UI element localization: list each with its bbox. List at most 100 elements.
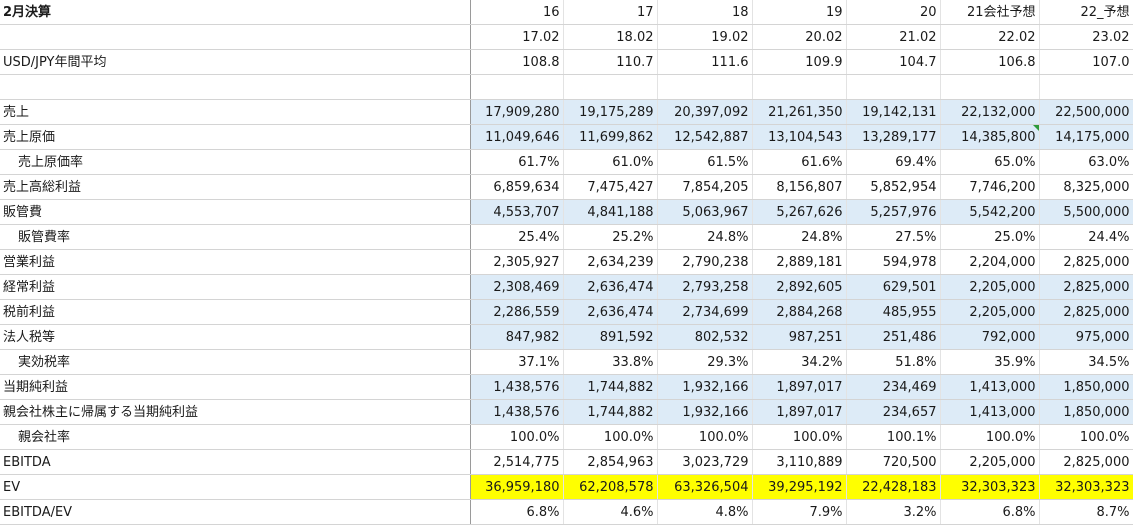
- value-cell[interactable]: 34.5%: [1039, 349, 1133, 375]
- value-cell[interactable]: 100.1%: [846, 424, 941, 450]
- value-cell[interactable]: 100.0%: [1039, 424, 1133, 450]
- sheet-title[interactable]: 2月決算: [0, 0, 471, 25]
- value-cell[interactable]: 34.2%: [752, 349, 847, 375]
- row-label[interactable]: 売上高総利益: [0, 174, 471, 200]
- value-cell[interactable]: 25.0%: [940, 224, 1040, 250]
- blank-cell[interactable]: [0, 24, 471, 50]
- row-label[interactable]: 法人税等: [0, 324, 471, 350]
- value-cell[interactable]: 1,897,017: [752, 399, 847, 425]
- value-cell[interactable]: 1,413,000: [940, 399, 1040, 425]
- value-cell[interactable]: 1,744,882: [563, 399, 658, 425]
- value-cell[interactable]: 100.0%: [563, 424, 658, 450]
- value-cell[interactable]: 234,657: [846, 399, 941, 425]
- value-cell[interactable]: 1,897,017: [752, 374, 847, 400]
- year-cell[interactable]: 21会社予想: [940, 0, 1040, 25]
- value-cell[interactable]: 25.2%: [563, 224, 658, 250]
- value-cell[interactable]: 1,932,166: [657, 399, 753, 425]
- row-label[interactable]: EBITDA/EV: [0, 499, 471, 525]
- row-label[interactable]: 売上原価: [0, 124, 471, 150]
- value-cell[interactable]: 987,251: [752, 324, 847, 350]
- value-cell[interactable]: 2,286,559: [470, 299, 564, 325]
- period-cell[interactable]: 19.02: [657, 24, 753, 50]
- value-cell[interactable]: 2,308,469: [470, 274, 564, 300]
- value-cell[interactable]: 485,955: [846, 299, 941, 325]
- value-cell[interactable]: 629,501: [846, 274, 941, 300]
- value-cell[interactable]: 61.7%: [470, 149, 564, 175]
- value-cell[interactable]: 3.2%: [846, 499, 941, 525]
- value-cell[interactable]: 111.6: [657, 49, 753, 75]
- value-cell[interactable]: 2,825,000: [1039, 249, 1133, 275]
- value-cell[interactable]: 5,063,967: [657, 199, 753, 225]
- value-cell[interactable]: 20,397,092: [657, 99, 753, 125]
- period-cell[interactable]: 23.02: [1039, 24, 1133, 50]
- value-cell[interactable]: 2,892,605: [752, 274, 847, 300]
- row-label[interactable]: 販管費: [0, 199, 471, 225]
- year-cell[interactable]: 22_予想: [1039, 0, 1133, 25]
- value-cell[interactable]: 100.0%: [470, 424, 564, 450]
- value-cell[interactable]: 5,500,000: [1039, 199, 1133, 225]
- row-label[interactable]: 営業利益: [0, 249, 471, 275]
- value-cell[interactable]: 36,959,180: [470, 474, 564, 500]
- period-cell[interactable]: 21.02: [846, 24, 941, 50]
- value-cell[interactable]: 802,532: [657, 324, 753, 350]
- value-cell[interactable]: 8,156,807: [752, 174, 847, 200]
- row-label[interactable]: 親会社率: [0, 424, 471, 450]
- value-cell[interactable]: 108.8: [470, 49, 564, 75]
- row-label[interactable]: 売上: [0, 99, 471, 125]
- value-cell[interactable]: 17,909,280: [470, 99, 564, 125]
- value-cell[interactable]: 847,982: [470, 324, 564, 350]
- value-cell[interactable]: 4,841,188: [563, 199, 658, 225]
- value-cell[interactable]: 63,326,504: [657, 474, 753, 500]
- value-cell[interactable]: 100.0%: [657, 424, 753, 450]
- value-cell[interactable]: 4.8%: [657, 499, 753, 525]
- value-cell[interactable]: 2,205,000: [940, 299, 1040, 325]
- value-cell[interactable]: 1,438,576: [470, 374, 564, 400]
- value-cell[interactable]: 2,514,775: [470, 449, 564, 475]
- value-cell[interactable]: 104.7: [846, 49, 941, 75]
- value-cell[interactable]: 106.8: [940, 49, 1040, 75]
- value-cell[interactable]: 6,859,634: [470, 174, 564, 200]
- value-cell[interactable]: 35.9%: [940, 349, 1040, 375]
- value-cell[interactable]: 594,978: [846, 249, 941, 275]
- value-cell[interactable]: 24.8%: [752, 224, 847, 250]
- value-cell[interactable]: 4.6%: [563, 499, 658, 525]
- period-cell[interactable]: 20.02: [752, 24, 847, 50]
- value-cell[interactable]: 69.4%: [846, 149, 941, 175]
- value-cell[interactable]: 6.8%: [470, 499, 564, 525]
- value-cell[interactable]: 234,469: [846, 374, 941, 400]
- value-cell[interactable]: 12,542,887: [657, 124, 753, 150]
- value-cell[interactable]: 2,854,963: [563, 449, 658, 475]
- value-cell[interactable]: 22,428,183: [846, 474, 941, 500]
- value-cell[interactable]: 1,413,000: [940, 374, 1040, 400]
- value-cell[interactable]: 720,500: [846, 449, 941, 475]
- year-cell[interactable]: 19: [752, 0, 847, 25]
- value-cell[interactable]: 22,132,000: [940, 99, 1040, 125]
- value-cell[interactable]: 14,175,000: [1039, 124, 1133, 150]
- value-cell[interactable]: 1,438,576: [470, 399, 564, 425]
- year-cell[interactable]: 16: [470, 0, 564, 25]
- value-cell[interactable]: 2,825,000: [1039, 299, 1133, 325]
- value-cell[interactable]: [940, 74, 1040, 100]
- value-cell[interactable]: 8,325,000: [1039, 174, 1133, 200]
- row-label[interactable]: 販管費率: [0, 224, 471, 250]
- row-label[interactable]: 税前利益: [0, 299, 471, 325]
- value-cell[interactable]: 2,793,258: [657, 274, 753, 300]
- value-cell[interactable]: 2,790,238: [657, 249, 753, 275]
- value-cell[interactable]: 32,303,323: [1039, 474, 1133, 500]
- value-cell[interactable]: 5,267,626: [752, 199, 847, 225]
- value-cell[interactable]: [657, 74, 753, 100]
- year-cell[interactable]: 20: [846, 0, 941, 25]
- value-cell[interactable]: 7,746,200: [940, 174, 1040, 200]
- value-cell[interactable]: 2,825,000: [1039, 274, 1133, 300]
- value-cell[interactable]: 39,295,192: [752, 474, 847, 500]
- value-cell[interactable]: 6.8%: [940, 499, 1040, 525]
- value-cell[interactable]: 792,000: [940, 324, 1040, 350]
- value-cell[interactable]: 2,636,474: [563, 274, 658, 300]
- value-cell[interactable]: 19,142,131: [846, 99, 941, 125]
- value-cell[interactable]: 975,000: [1039, 324, 1133, 350]
- value-cell[interactable]: 2,825,000: [1039, 449, 1133, 475]
- value-cell[interactable]: 7.9%: [752, 499, 847, 525]
- value-cell[interactable]: 8.7%: [1039, 499, 1133, 525]
- value-cell[interactable]: 37.1%: [470, 349, 564, 375]
